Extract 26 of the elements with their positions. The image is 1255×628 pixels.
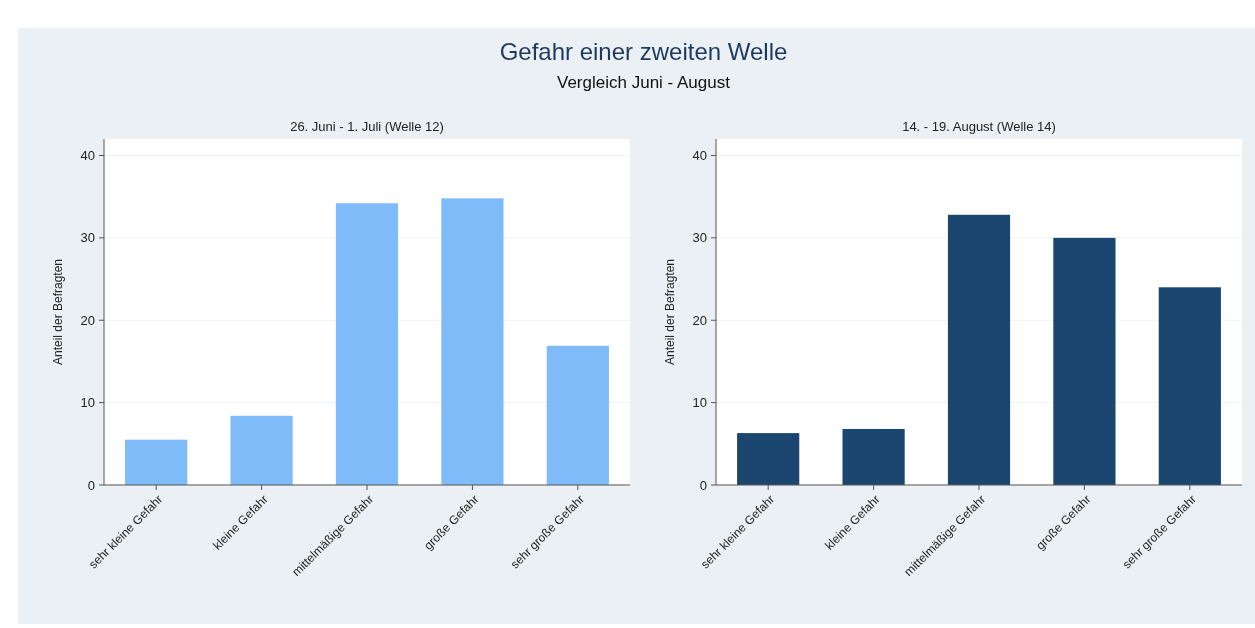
bar [441, 198, 504, 485]
bar [230, 415, 293, 485]
y-tick-label: 40 [80, 148, 95, 164]
y-tick-label: 40 [692, 148, 707, 164]
text: 26. Juni - 1. Juli (Welle 12) [290, 119, 444, 134]
bar [842, 428, 905, 485]
y-tick-label: 10 [80, 395, 95, 411]
chart-title: Gefahr einer zweiten Welle [499, 38, 788, 65]
y-tick-label: 10 [692, 395, 707, 411]
y-tick-label: 20 [80, 312, 95, 328]
bar [737, 433, 800, 485]
y-tick-label: 20 [692, 312, 707, 328]
y-tick-label: 30 [692, 230, 707, 246]
y-axis-title: Anteil der Befragten [51, 258, 65, 366]
bar [1053, 237, 1116, 485]
y-tick-label: 0 [699, 477, 707, 493]
y-axis-title: Anteil der Befragten [663, 258, 677, 366]
bar [947, 214, 1011, 485]
bar [1158, 287, 1221, 485]
bar [335, 203, 399, 485]
y-tick-label: 30 [80, 230, 95, 246]
bar [125, 439, 188, 485]
bar [546, 345, 609, 485]
chart-subtitle: Vergleich Juni - August [557, 73, 731, 92]
y-tick-label: 0 [87, 477, 95, 493]
text: 14. - 19. August (Welle 14) [902, 119, 1056, 134]
